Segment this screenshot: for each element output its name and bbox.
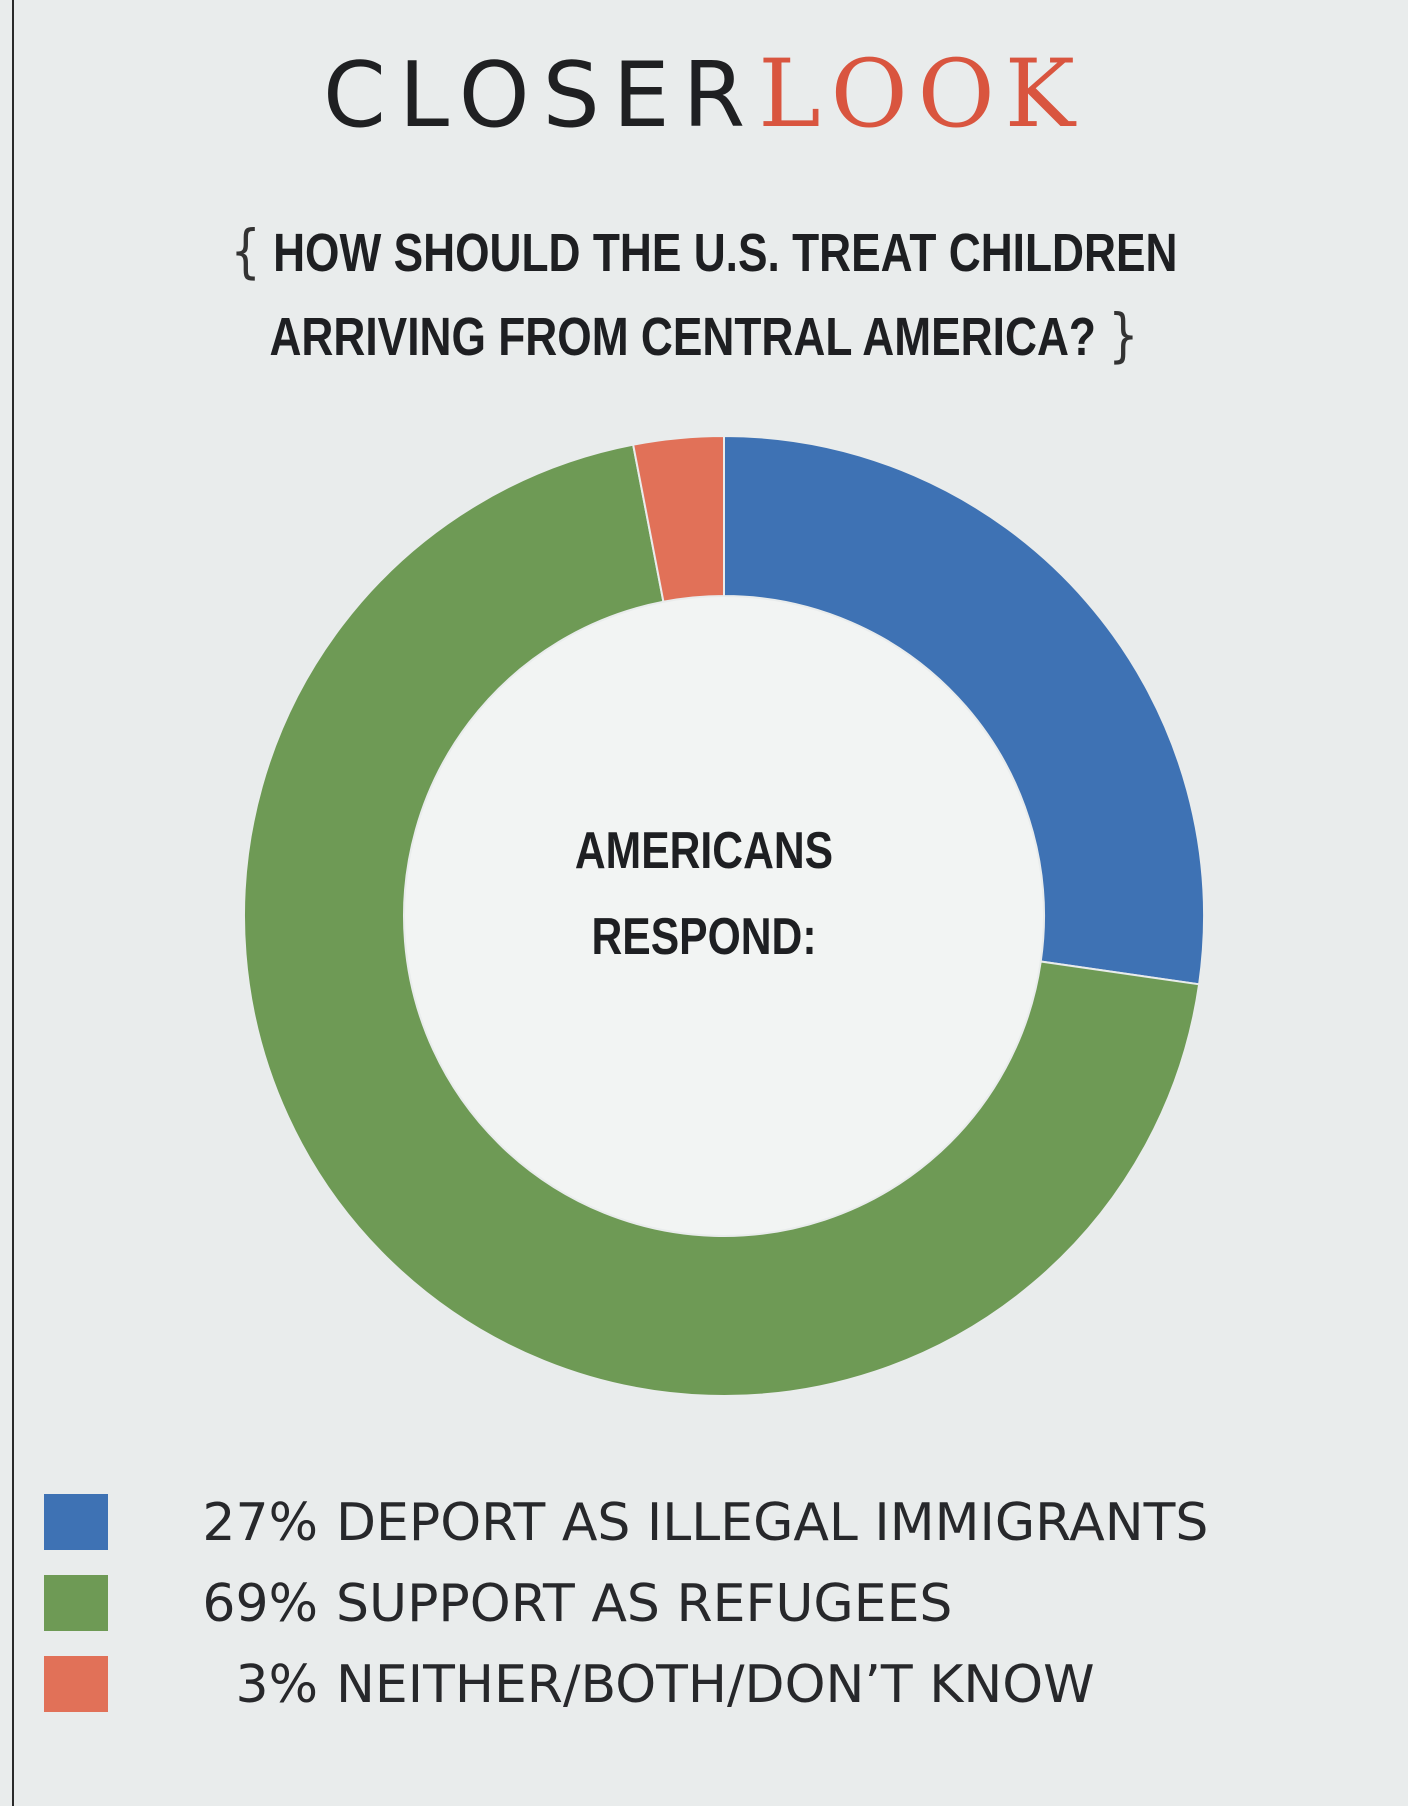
question-line-2: ARRIVING FROM CENTRAL AMERICA? }	[127, 294, 1282, 378]
legend-label-other: NEITHER/BOTH/DON’T KNOW	[336, 1655, 1095, 1715]
legend-label-refugees: SUPPORT AS REFUGEES	[336, 1574, 953, 1634]
center-label-line-2: RESPOND:	[591, 908, 817, 966]
legend-pct-deport: 27%	[202, 1493, 318, 1553]
chart-question: { HOW SHOULD THE U.S. TREAT CHILDREN ARR…	[127, 210, 1282, 378]
donut-hole	[405, 597, 1043, 1235]
masthead-look: LOOK	[758, 40, 1085, 149]
legend-item-refugees: 69% SUPPORT AS REFUGEES	[44, 1569, 1384, 1650]
question-line-2-text: ARRIVING FROM CENTRAL AMERICA?	[269, 307, 1096, 367]
donut-slice-other	[631, 434, 725, 603]
question-line-1-text: HOW SHOULD THE U.S. TREAT CHILDREN	[273, 223, 1178, 283]
donut-center-label: AMERICANS RESPOND:	[540, 808, 868, 980]
legend-pct-other: 3%	[235, 1655, 319, 1715]
close-brace: }	[1108, 301, 1139, 369]
donut-slice-refugees	[243, 443, 1201, 1397]
donut-slice-deport	[723, 434, 1205, 986]
open-brace: {	[230, 217, 261, 285]
legend-item-deport: 27% DEPORT AS ILLEGAL IMMIGRANTS	[44, 1488, 1384, 1569]
legend-item-other: 3% NEITHER/BOTH/DON’T KNOW	[44, 1650, 1384, 1731]
legend-swatch-deport	[44, 1494, 108, 1550]
legend-pct-refugees: 69%	[202, 1574, 318, 1634]
chart-legend: 27% DEPORT AS ILLEGAL IMMIGRANTS 69% SUP…	[44, 1488, 1384, 1731]
legend-label-deport: DEPORT AS ILLEGAL IMMIGRANTS	[336, 1493, 1209, 1553]
legend-swatch-refugees	[44, 1575, 108, 1631]
page-border-line	[12, 0, 14, 1806]
masthead-closer: CLOSER	[323, 43, 759, 148]
legend-swatch-other	[44, 1656, 108, 1712]
question-line-1: { HOW SHOULD THE U.S. TREAT CHILDREN	[127, 210, 1282, 294]
center-label-line-1: AMERICANS	[574, 822, 834, 880]
masthead: CLOSERLOOK	[0, 48, 1408, 142]
